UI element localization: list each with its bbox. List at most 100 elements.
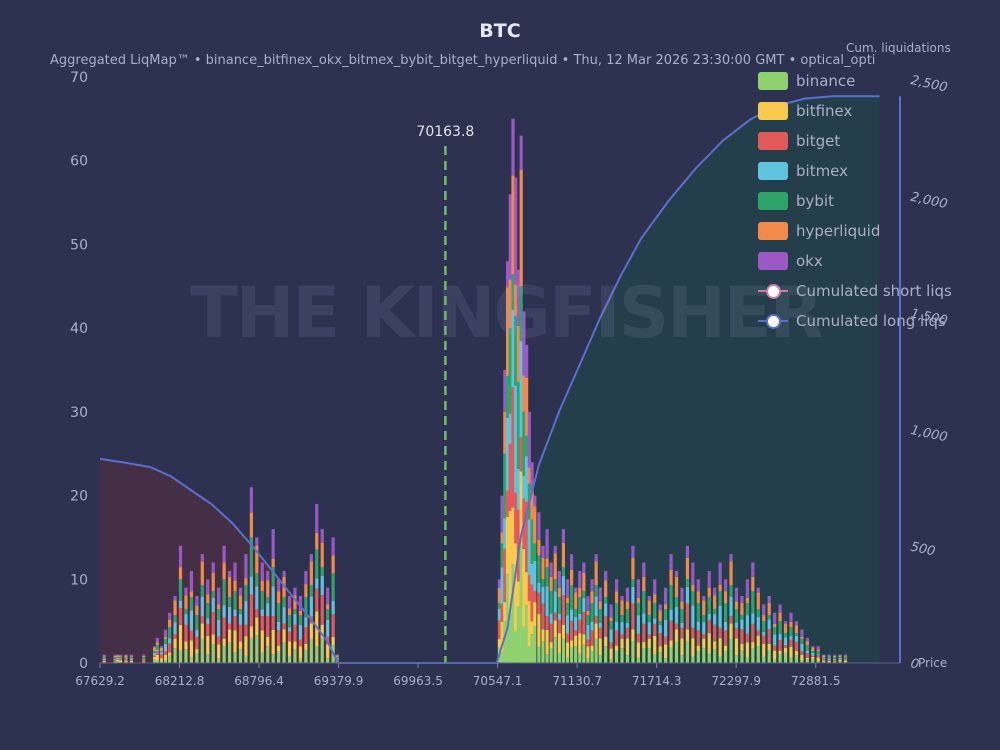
bar-segment-bitfinex: [266, 636, 270, 647]
bar-segment-binance: [163, 660, 168, 663]
bar-segment-okx: [549, 570, 553, 577]
bar-segment-binance: [590, 651, 594, 663]
bar-segment-bitget: [320, 595, 324, 625]
bar-segment-bybit: [631, 579, 635, 587]
bar-segment-bitfinex: [511, 507, 515, 565]
bar-segment-binance: [800, 660, 804, 663]
legend-item-bitmex[interactable]: bitmex: [758, 156, 952, 186]
bar-segment-bitfinex: [168, 652, 172, 656]
bar-segment-hyperliquid: [783, 623, 788, 634]
bar-segment-bitfinex: [189, 640, 194, 658]
bar-segment-okx: [642, 570, 646, 577]
legend-item-bitfinex[interactable]: bitfinex: [758, 96, 952, 126]
bar-segment-okx: [541, 545, 545, 558]
bar-segment-bitfinex: [778, 650, 782, 655]
bar-segment-bitget: [647, 634, 651, 639]
bar-segment-bitmex: [553, 591, 557, 613]
bar-segment-bitfinex: [159, 658, 164, 660]
bar-segment-bitfinex: [545, 629, 549, 655]
legend-item-short-liqs[interactable]: Cumulated short liqs: [758, 276, 952, 306]
bar-stack: [664, 587, 668, 663]
bar-segment-bitget: [537, 592, 541, 615]
bar-segment-hyperliquid: [326, 604, 330, 610]
bar-segment-hyperliquid: [604, 580, 608, 598]
bar-segment-bitmex: [658, 624, 662, 634]
bar-segment-bitget: [500, 604, 504, 622]
bar-stack: [696, 579, 700, 663]
bar-segment-bitget: [685, 603, 690, 630]
bar-segment-hyperliquid: [124, 655, 128, 658]
bar-segment-hyperliquid: [557, 587, 561, 598]
bar-segment-okx: [631, 545, 635, 558]
bar-segment-bitmex: [783, 637, 788, 646]
bar-segment-hyperliquid: [636, 597, 640, 604]
bar-segment-bitfinex: [530, 621, 534, 635]
bar-segment-bitfinex: [527, 601, 531, 647]
bar-segment-okx: [578, 570, 582, 588]
bar-segment-hyperliquid: [549, 576, 553, 592]
bar-segment-bitmex: [614, 621, 619, 631]
bar-stack: [586, 596, 590, 663]
bar-segment-okx: [696, 579, 700, 586]
bar-segment-binance: [217, 658, 221, 663]
legend-item-long-liqs[interactable]: Cumulated long liqs: [758, 306, 952, 336]
bar-segment-bybit: [565, 603, 570, 616]
bar-segment-binance: [729, 638, 733, 663]
bar-segment-okx: [184, 587, 188, 596]
bar-segment-bitget: [582, 612, 586, 635]
bar-segment-bitget: [124, 658, 128, 661]
bar-segment-bitget: [843, 659, 848, 661]
bar-stack: [537, 512, 541, 663]
bar-segment-okx: [244, 558, 248, 579]
bar-segment-binance: [271, 654, 275, 663]
bar-segment-bitmex: [522, 475, 526, 499]
bar-segment-binance: [718, 656, 722, 663]
legend-item-bybit[interactable]: bybit: [758, 186, 952, 216]
bar-segment-okx: [335, 654, 339, 656]
bar-segment-binance: [142, 661, 146, 663]
bar-segment-hyperliquid: [503, 411, 507, 454]
bar-segment-okx: [691, 566, 695, 585]
bar-segment-bitmex: [155, 649, 159, 652]
legend-item-binance[interactable]: binance: [758, 66, 952, 96]
bar-segment-binance: [789, 657, 793, 663]
bar-segment-bitmex: [163, 643, 168, 652]
y-tick-label: 20: [70, 489, 88, 505]
bar-stack: [574, 587, 578, 663]
bar-segment-okx: [745, 582, 749, 598]
bar-segment-bitfinex: [773, 650, 777, 660]
bar-segment-bybit: [832, 657, 837, 659]
bar-segment-okx: [723, 585, 728, 592]
bar-segment-bitfinex: [304, 643, 308, 650]
bar-segment-bitfinex: [124, 660, 128, 662]
legend-label: bitfinex: [796, 102, 853, 120]
bar-segment-hyperliquid: [522, 375, 526, 412]
legend-item-bitget[interactable]: bitget: [758, 126, 952, 156]
bar-segment-okx: [756, 587, 760, 593]
bar-segment-binance: [530, 634, 534, 663]
legend-item-okx[interactable]: okx: [758, 246, 952, 276]
bar-segment-bitget: [658, 633, 662, 647]
bar-segment-okx: [320, 529, 324, 543]
bar-segment-okx: [636, 582, 640, 598]
bar-segment-binance: [723, 651, 728, 663]
bar-segment-bitfinex: [565, 642, 570, 658]
bar-segment-bitget: [503, 548, 507, 603]
bar-segment-bybit: [751, 591, 755, 614]
bar-segment-hyperliquid: [530, 490, 534, 520]
bar-segment-binance: [116, 661, 120, 663]
bar-stack: [118, 654, 123, 663]
bar-segment-bitfinex: [762, 643, 766, 657]
bar-segment-bitmex: [525, 456, 529, 502]
bar-segment-binance: [620, 648, 624, 663]
bar-segment-binance: [519, 546, 523, 663]
bar-segment-bitmex: [200, 596, 204, 617]
bar-segment-bitfinex: [816, 657, 820, 662]
bar-segment-bybit: [843, 657, 848, 659]
bar-segment-bybit: [511, 274, 515, 310]
bar-segment-bitfinex: [315, 611, 319, 647]
legend-item-hyperliquid[interactable]: hyperliquid: [758, 216, 952, 246]
bar-segment-bitget: [533, 591, 537, 603]
bar-segment-bitfinex: [287, 641, 292, 657]
bar-segment-bitmex: [206, 618, 210, 624]
